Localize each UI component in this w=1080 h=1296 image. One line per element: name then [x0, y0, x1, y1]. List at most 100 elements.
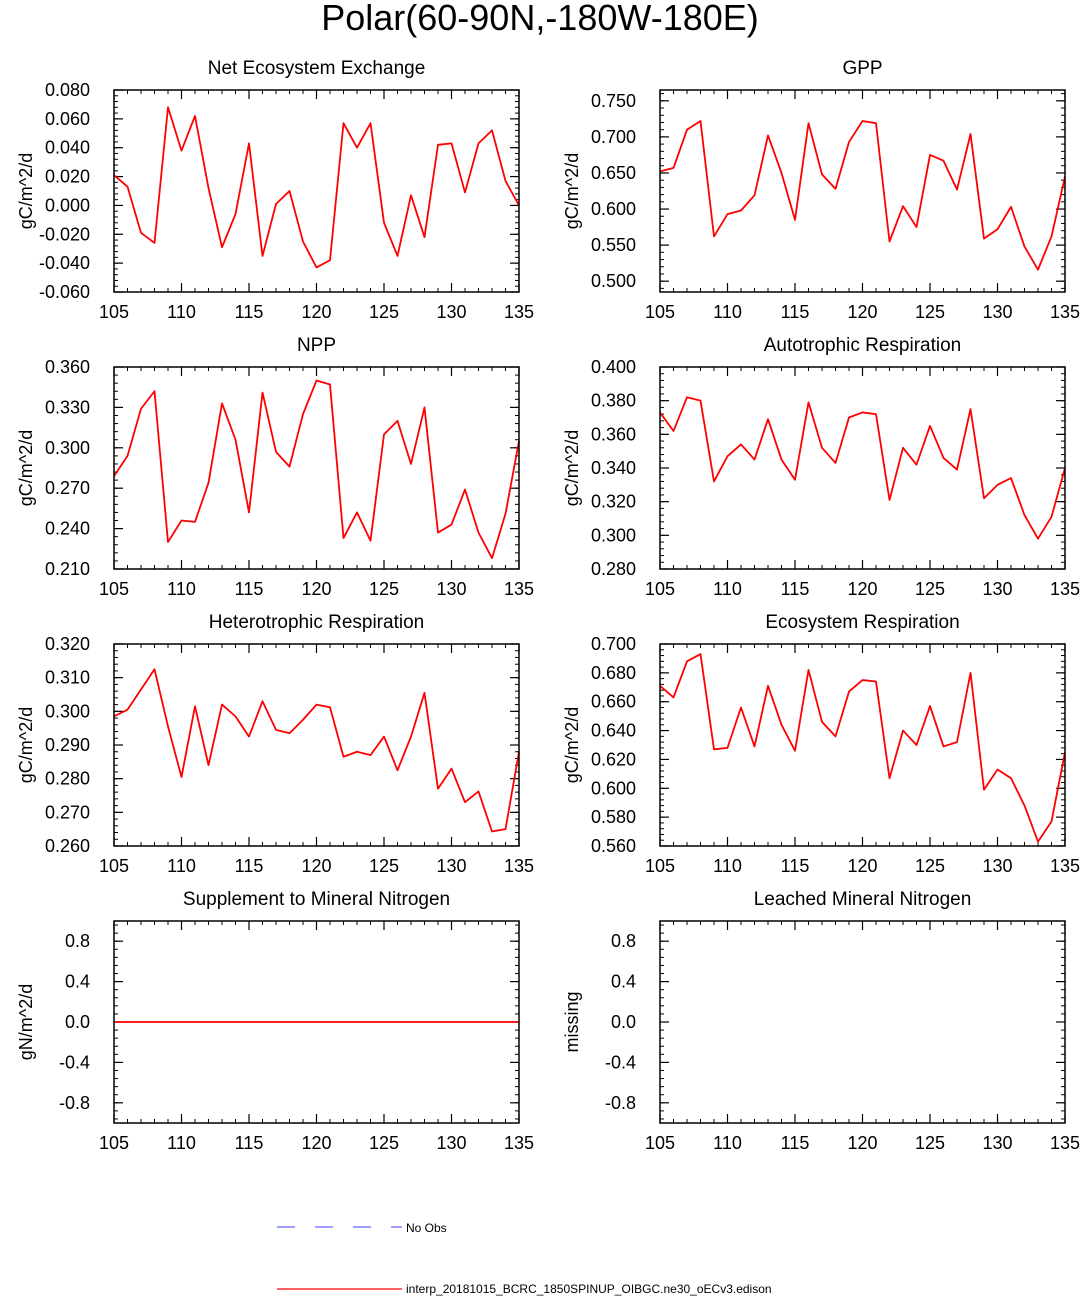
y-tick-label: 0.640 — [591, 721, 636, 741]
chart-title: Heterotrophic Respiration — [209, 612, 424, 633]
x-tick-label: 120 — [847, 579, 877, 599]
x-tick-label: 105 — [645, 856, 675, 876]
y-tick-label: 0.660 — [591, 692, 636, 712]
plot-frame — [659, 643, 1066, 847]
chart-title: Leached Mineral Nitrogen — [754, 889, 972, 910]
x-tick-label: 135 — [504, 302, 534, 322]
plot-frame — [113, 366, 520, 570]
y-tick-label: 0.210 — [45, 559, 90, 579]
x-tick-label: 115 — [781, 579, 810, 599]
y-tick-label: 0.280 — [591, 559, 636, 579]
x-tick-label: 115 — [235, 1133, 264, 1153]
y-tick-label: 0.560 — [591, 836, 636, 856]
x-tick-label: 130 — [982, 1133, 1012, 1153]
x-tick-label: 125 — [915, 579, 945, 599]
x-tick-label: 130 — [982, 856, 1012, 876]
y-tick-label: -0.040 — [39, 253, 90, 273]
y-tick-label: 0.290 — [45, 735, 90, 755]
y-tick-label: 0.600 — [591, 199, 636, 219]
x-tick-label: 125 — [915, 856, 945, 876]
x-tick-label: 130 — [436, 1133, 466, 1153]
y-tick-label: -0.060 — [39, 282, 90, 302]
x-tick-label: 130 — [436, 302, 466, 322]
series-line-gpp — [659, 120, 1066, 271]
legend-obs-label: No Obs — [406, 1221, 447, 1235]
plot-frame — [113, 643, 520, 847]
y-tick-label: 0.270 — [45, 802, 90, 822]
y-axis-label: gN/m^2/d — [16, 984, 36, 1060]
legend: No Obs interp_20181015_BCRC_1850SPINUP_O… — [277, 1221, 772, 1296]
chart-nee: Net Ecosystem Exchange gC/m^2/d 105 110 115 1… — [16, 58, 534, 322]
plot-frame — [659, 89, 1066, 293]
y-tick-label: 0.340 — [591, 458, 636, 478]
y-tick-label: 0.240 — [45, 519, 90, 539]
y-tick-label: 0.0 — [611, 1012, 636, 1032]
y-axis-label: missing — [562, 991, 582, 1052]
y-tick-label: 0.310 — [45, 668, 90, 688]
x-tick-label: 135 — [1050, 302, 1080, 322]
x-tick-label: 125 — [369, 856, 399, 876]
x-tick-label: 115 — [235, 302, 264, 322]
y-tick-label: 0.270 — [45, 478, 90, 498]
y-tick-label: 0.750 — [591, 91, 636, 111]
x-tick-label: 135 — [504, 1133, 534, 1153]
plot-frame — [659, 920, 1066, 1124]
x-tick-label: 110 — [713, 1133, 742, 1153]
y-tick-label: 0.0 — [65, 1012, 90, 1032]
x-tick-label: 110 — [167, 579, 196, 599]
y-tick-label: 0.500 — [591, 271, 636, 291]
y-tick-label: 0.320 — [45, 634, 90, 654]
x-tick-label: 125 — [915, 1133, 945, 1153]
chart-hr: Heterotrophic Respiration gC/m^2/d 105 110 1… — [16, 612, 534, 876]
x-tick-label: 135 — [504, 579, 534, 599]
y-tick-label: 0.330 — [45, 397, 90, 417]
y-tick-label: 0.700 — [591, 634, 636, 654]
chart-title: Net Ecosystem Exchange — [208, 58, 426, 79]
y-tick-label: -0.020 — [39, 224, 90, 244]
chart-supn: Supplement to Mineral Nitrogen gN/m^2/d 10… — [16, 889, 534, 1153]
x-tick-label: 135 — [1050, 856, 1080, 876]
series-line-npp — [113, 379, 520, 560]
x-tick-label: 125 — [915, 302, 945, 322]
x-tick-label: 130 — [436, 856, 466, 876]
y-tick-label: 0.680 — [591, 663, 636, 683]
y-tick-label: 0.040 — [45, 138, 90, 158]
y-tick-label: 0.020 — [45, 167, 90, 187]
y-tick-label: 0.8 — [65, 931, 90, 951]
y-tick-label: 0.550 — [591, 235, 636, 255]
y-tick-label: 0.4 — [611, 972, 636, 992]
x-tick-label: 135 — [504, 856, 534, 876]
x-tick-label: 110 — [713, 856, 742, 876]
chart-leach: Leached Mineral Nitrogen missing 105 110 115… — [562, 889, 1080, 1153]
y-tick-label: 0.300 — [591, 525, 636, 545]
series-line-ar — [659, 396, 1066, 540]
y-tick-label: 0.360 — [591, 424, 636, 444]
y-tick-label: -0.4 — [605, 1052, 636, 1072]
chart-title: GPP — [842, 58, 882, 79]
y-tick-label: 0.000 — [45, 195, 90, 215]
x-tick-label: 135 — [1050, 579, 1080, 599]
chart-panels: Net Ecosystem Exchange gC/m^2/d 105 110 115 1… — [16, 58, 1080, 1153]
y-tick-label: 0.360 — [45, 357, 90, 377]
x-tick-label: 120 — [847, 1133, 877, 1153]
x-tick-label: 110 — [713, 579, 742, 599]
x-tick-label: 125 — [369, 1133, 399, 1153]
x-tick-label: 105 — [645, 579, 675, 599]
x-tick-label: 105 — [99, 302, 129, 322]
chart-er: Ecosystem Respiration gC/m^2/d 105 110 115 12… — [562, 612, 1080, 876]
x-tick-label: 115 — [781, 302, 810, 322]
y-tick-label: -0.8 — [605, 1093, 636, 1113]
chart-npp: NPP gC/m^2/d 105 110 115 120 125 130 135 0.210 0.2… — [16, 335, 534, 599]
y-tick-label: 0.300 — [45, 701, 90, 721]
x-tick-label: 125 — [369, 302, 399, 322]
x-tick-label: 120 — [301, 302, 331, 322]
y-tick-label: 0.580 — [591, 807, 636, 827]
x-tick-label: 115 — [781, 1133, 810, 1153]
y-axis-label: gC/m^2/d — [562, 430, 582, 506]
x-tick-label: 120 — [847, 856, 877, 876]
chart-ar: Autotrophic Respiration gC/m^2/d 105 110 115… — [562, 335, 1080, 599]
y-axis-label: gC/m^2/d — [16, 430, 36, 506]
x-tick-label: 130 — [436, 579, 466, 599]
x-tick-label: 135 — [1050, 1133, 1080, 1153]
